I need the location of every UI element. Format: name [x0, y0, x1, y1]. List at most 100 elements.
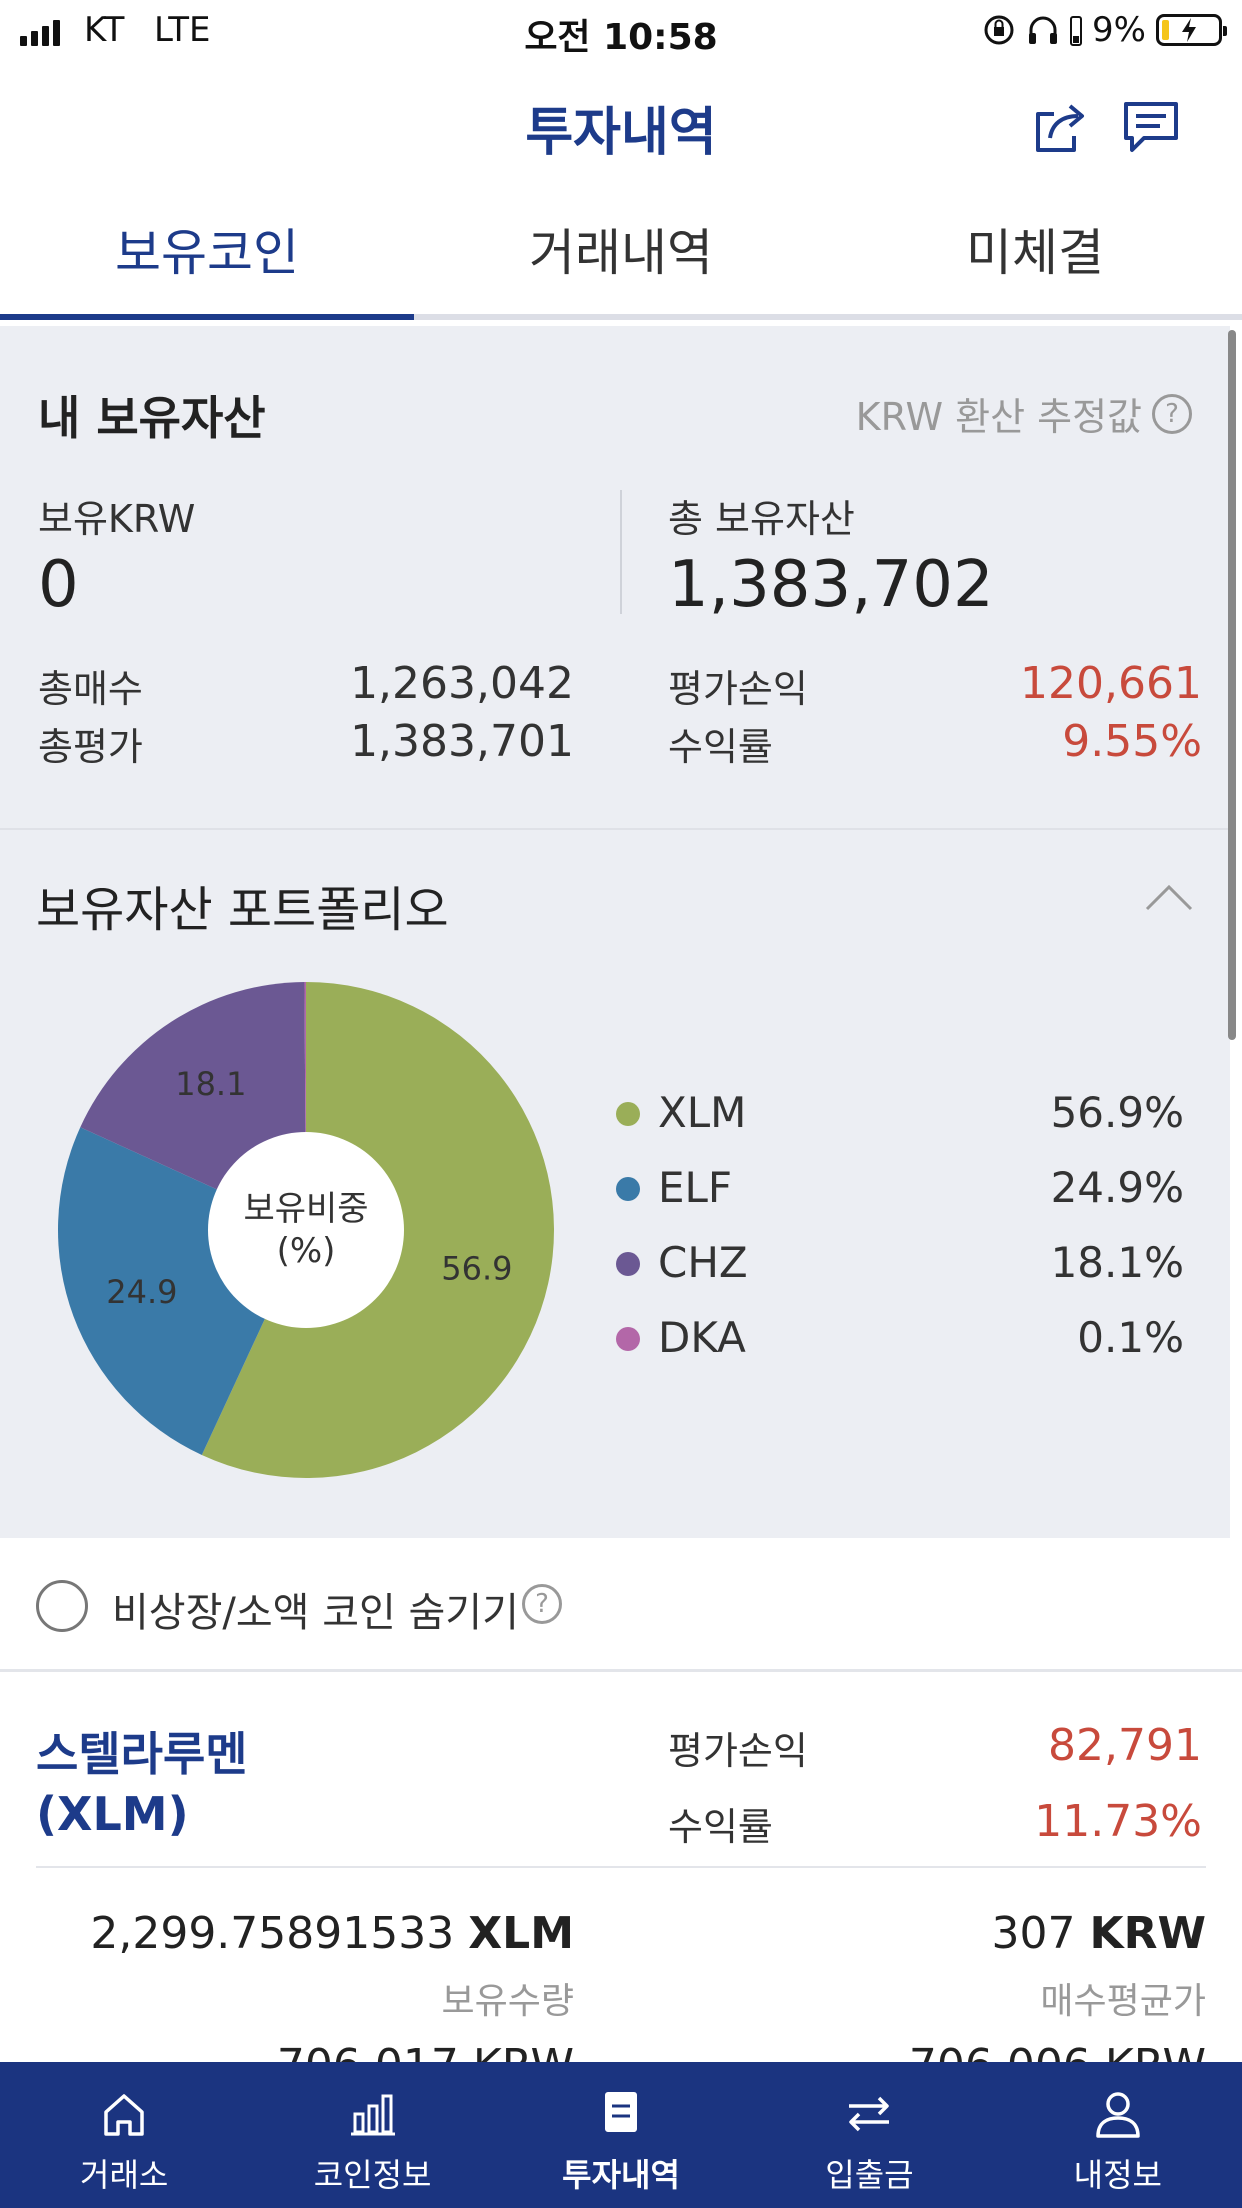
total-assets-value: 1,383,702 — [668, 548, 994, 622]
total-assets-label: 총 보유자산 — [668, 497, 855, 541]
tab-holdings[interactable]: 보유코인 — [0, 192, 414, 320]
status-time: 오전 10:58 — [524, 17, 718, 58]
coin-quantity-unit: XLM — [468, 1908, 574, 1959]
krw-estimate-note[interactable]: KRW 환산 추정값 ? — [856, 386, 1192, 441]
coin-avg-price-label: 매수평균가 — [1040, 1981, 1206, 2022]
network-label: LTE — [154, 10, 211, 50]
coin-pnl-value: 82,791 — [1048, 1720, 1202, 1771]
coin-quantity: 2,299.75891533 XLM — [90, 1908, 574, 1959]
coin-divider — [36, 1866, 1206, 1868]
coin-pnl-label: 평가손익 — [668, 1729, 808, 1773]
chat-icon[interactable] — [1120, 96, 1182, 158]
hide-small-coins-label: 비상장/소액 코인 숨기기 — [112, 1590, 519, 1636]
app-header: 투자내역 — [0, 62, 1242, 192]
nav-label: 입출금 — [825, 2156, 914, 2194]
legend-dot — [616, 1177, 640, 1201]
krw-label: 보유KRW — [38, 497, 196, 541]
coin-quantity-value: 2,299.75891533 — [90, 1908, 455, 1959]
rotation-lock-icon — [984, 15, 1014, 45]
portfolio-donut-chart: 보유비중 (%) 56.9 24.9 18.1 — [57, 982, 555, 1478]
nav-my-info[interactable]: 내정보 — [994, 2062, 1242, 2208]
status-bar: KT LTE 오전 10:58 9% — [0, 0, 1242, 62]
coin-name: 스텔라루멘 (XLM) — [36, 1724, 248, 1844]
coin-symbol: (XLM) — [36, 1787, 189, 1841]
help-icon[interactable]: ? — [1152, 393, 1192, 434]
scrollbar[interactable] — [1228, 330, 1236, 1040]
total-buy-value: 1,263,042 — [350, 658, 574, 709]
my-assets-title: 내 보유자산 — [38, 391, 266, 445]
donut-hole — [208, 1132, 404, 1328]
nav-label: 코인정보 — [313, 2156, 432, 2194]
total-eval-value: 1,383,701 — [350, 716, 574, 767]
portfolio-title: 보유자산 포트폴리오 — [36, 882, 449, 938]
user-icon — [1096, 2092, 1140, 2138]
nav-label: 투자내역 — [562, 2156, 680, 2194]
bar-chart-icon — [350, 2094, 395, 2136]
hide-small-coins-radio[interactable] — [36, 1580, 88, 1632]
coin-rate-label: 수익률 — [668, 1805, 773, 1849]
headphones-icon — [1029, 16, 1058, 44]
portfolio-legend: XLM 56.9% ELF 24.9% CHZ 18.1% DKA 0.1% — [614, 1080, 1184, 1380]
legend-item: ELF 24.9% — [614, 1155, 1184, 1230]
signal-icon — [20, 20, 60, 46]
coin-card[interactable]: 스텔라루멘 (XLM) 평가손익 82,791 수익률 11.73% 2,299… — [0, 1672, 1242, 2091]
battery-icon — [1156, 14, 1227, 46]
nav-coin-info[interactable]: 코인정보 — [248, 2062, 496, 2208]
nav-investment[interactable]: 투자내역 — [497, 2062, 745, 2208]
status-right: 9% — [982, 10, 1227, 50]
legend-item: CHZ 18.1% — [614, 1230, 1184, 1305]
legend-item: XLM 56.9% — [614, 1080, 1184, 1155]
legend-name: DKA — [658, 1313, 746, 1362]
page-title: 투자내역 — [525, 103, 717, 163]
pie-label-elf: 24.9 — [106, 1273, 177, 1311]
chevron-up-icon[interactable] — [1144, 882, 1194, 912]
coin-quantity-label: 보유수량 — [441, 1981, 574, 2022]
return-rate-value: 9.55% — [1062, 716, 1202, 767]
coin-avg-price-unit: KRW — [1089, 1908, 1206, 1959]
portfolio-section: 보유자산 포트폴리오 보유비중 (%) 56.9 24.9 18.1 XLM 56.… — [0, 830, 1230, 1538]
coin-name-korean: 스텔라루멘 — [36, 1727, 248, 1781]
nav-label: 거래소 — [80, 2156, 169, 2194]
legend-dot — [616, 1252, 640, 1276]
carrier-label: KT — [84, 10, 125, 50]
donut-center-unit: (%) — [277, 1231, 336, 1271]
legend-percent: 56.9% — [1050, 1088, 1184, 1137]
battery-percent: 9% — [1092, 10, 1146, 50]
coin-rate-value: 11.73% — [1034, 1796, 1202, 1847]
legend-percent: 0.1% — [1077, 1313, 1184, 1362]
legend-percent: 18.1% — [1050, 1238, 1184, 1287]
total-eval-label: 총평가 — [38, 725, 143, 769]
transfer-icon — [849, 2096, 890, 2132]
divider — [620, 490, 622, 614]
document-icon — [605, 2092, 638, 2132]
share-icon[interactable] — [1030, 96, 1092, 158]
return-rate-label: 수익률 — [668, 725, 773, 769]
legend-name: ELF — [658, 1163, 733, 1212]
section-divider — [0, 828, 1230, 830]
nav-label: 내정보 — [1073, 2156, 1162, 2194]
legend-dot — [616, 1102, 640, 1126]
pnl-value: 120,661 — [1020, 658, 1202, 709]
total-buy-label: 총매수 — [38, 667, 143, 711]
pie-label-xlm: 56.9 — [441, 1250, 512, 1288]
legend-percent: 24.9% — [1050, 1163, 1184, 1212]
krw-value: 0 — [38, 548, 79, 622]
help-icon[interactable]: ? — [522, 1584, 562, 1624]
coin-avg-price: 307 KRW — [992, 1908, 1207, 1959]
device-battery-icon — [1070, 16, 1083, 46]
pie-label-chz: 18.1 — [175, 1065, 246, 1103]
my-assets-section: 내 보유자산 KRW 환산 추정값 ? 보유KRW 0 총 보유자산 1,383… — [0, 326, 1230, 828]
krw-estimate-label: KRW 환산 추정값 — [855, 395, 1142, 439]
tab-history[interactable]: 거래내역 — [529, 224, 713, 282]
hide-small-coins-row[interactable]: 비상장/소액 코인 숨기기 ? — [0, 1538, 1242, 1672]
nav-exchange[interactable]: 거래소 — [0, 2062, 248, 2208]
tab-bar: 보유코인 거래내역 미체결 — [0, 192, 1242, 320]
home-icon — [104, 2094, 144, 2136]
legend-dot — [616, 1327, 640, 1351]
donut-center-label: 보유비중 — [243, 1189, 368, 1229]
legend-item: DKA 0.1% — [614, 1305, 1184, 1380]
coin-avg-price-value: 307 — [991, 1908, 1076, 1959]
tab-pending[interactable]: 미체결 — [966, 224, 1104, 282]
nav-deposit-withdraw[interactable]: 입출금 — [745, 2062, 993, 2208]
legend-name: CHZ — [658, 1238, 748, 1287]
